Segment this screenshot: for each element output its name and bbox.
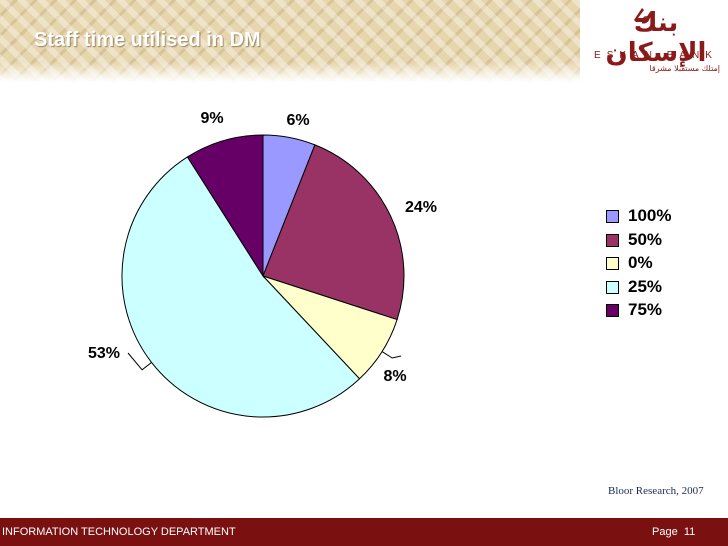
slide-title: Staff time utilised in DM: [34, 29, 261, 51]
footer-page: Page 11: [652, 526, 695, 538]
legend-label: 0%: [628, 253, 653, 272]
source-citation: Bloor Research, 2007: [608, 485, 704, 497]
page-number: 11: [683, 526, 696, 538]
data-label: 9%: [200, 110, 223, 127]
logo-area: [580, 0, 728, 82]
data-label: 53%: [88, 345, 120, 362]
legend-swatch: [606, 280, 619, 294]
legend-swatch: [606, 233, 619, 247]
legend-label: 50%: [628, 229, 663, 249]
legend-label: 75%: [628, 300, 663, 319]
footer-bar: INFORMATION TECHNOLOGY DEPARTMENT Page 1…: [0, 518, 728, 546]
leader-line: [127, 352, 152, 371]
legend-label: 25%: [628, 276, 663, 296]
pie-slice: [262, 144, 405, 321]
legend-swatch: [606, 210, 619, 223]
logo-tagline: إمتلك مستقبلا مشرقا: [649, 64, 720, 73]
data-label: 6%: [286, 112, 309, 129]
legend-label: 100%: [628, 206, 672, 225]
data-label: 24%: [405, 199, 437, 216]
header-banner-fade: [0, 62, 728, 82]
legend-swatch: [606, 304, 619, 317]
page-label: Page: [652, 526, 678, 538]
data-label: 8%: [383, 368, 406, 385]
legend-swatch: [606, 257, 619, 270]
leader-line: [381, 351, 402, 359]
pie-slice: [186, 134, 264, 278]
logo-english-text: ESKAN BANK: [594, 50, 718, 61]
logo-arabic-text: بنك الإسكان: [605, 8, 707, 68]
eskan-logo-icon: [634, 8, 652, 22]
footer-department: INFORMATION TECHNOLOGY DEPARTMENT: [2, 526, 236, 538]
